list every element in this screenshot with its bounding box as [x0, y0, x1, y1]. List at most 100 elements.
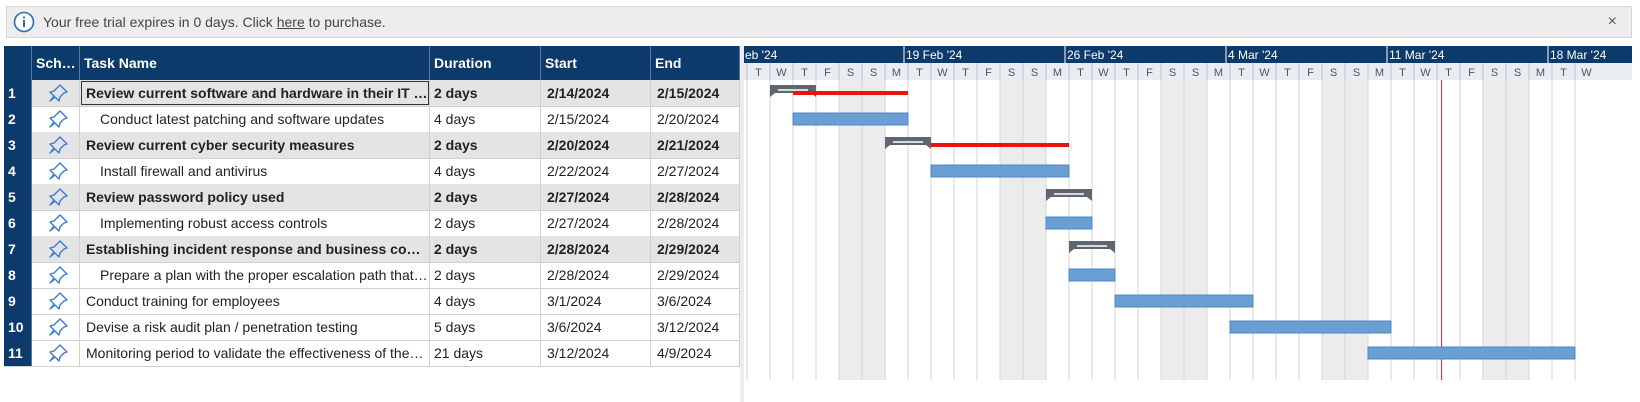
schedule-mode-cell[interactable] [32, 80, 80, 106]
row-number[interactable]: 1 [4, 80, 32, 106]
duration-cell[interactable]: 5 days [430, 314, 541, 340]
row-number[interactable]: 11 [4, 340, 32, 366]
duration-cell[interactable]: 2 days [430, 132, 541, 158]
start-cell[interactable]: 2/22/2024 [541, 158, 651, 184]
schedule-mode-cell[interactable] [32, 184, 80, 210]
end-cell[interactable]: 3/6/2024 [651, 288, 740, 314]
start-cell[interactable]: 2/27/2024 [541, 184, 651, 210]
end-cell[interactable]: 2/21/2024 [651, 132, 740, 158]
start-cell[interactable]: 2/28/2024 [541, 236, 651, 262]
start-cell[interactable]: 2/14/2024 [541, 80, 651, 106]
row-number[interactable]: 6 [4, 210, 32, 236]
task-bar[interactable] [1045, 216, 1093, 230]
schedule-mode-cell[interactable] [32, 158, 80, 184]
end-cell[interactable]: 2/29/2024 [651, 262, 740, 288]
start-cell[interactable]: 2/28/2024 [541, 262, 651, 288]
task-name-cell[interactable]: Review password policy used [80, 184, 430, 210]
start-cell[interactable]: 2/20/2024 [541, 132, 651, 158]
row-number[interactable]: 5 [4, 184, 32, 210]
task-bar[interactable] [792, 112, 909, 126]
end-cell[interactable]: 2/29/2024 [651, 236, 740, 262]
schedule-mode-cell[interactable] [32, 314, 80, 340]
task-name-cell[interactable]: Establishing incident response and busin… [80, 236, 430, 262]
row-number[interactable]: 10 [4, 314, 32, 340]
info-icon [13, 11, 35, 33]
purchase-link[interactable]: here [276, 14, 305, 30]
duration-cell[interactable]: 2 days [430, 80, 541, 106]
table-row[interactable]: 9 Conduct training for employees 4 days 3/1… [4, 288, 740, 315]
schedule-mode-cell[interactable] [32, 132, 80, 158]
table-row[interactable]: 5 Review password policy used 2 days 2/27/2… [4, 184, 740, 211]
task-bar[interactable] [1114, 294, 1254, 308]
col-header-end[interactable]: End [651, 46, 740, 80]
summary-bar[interactable] [885, 137, 931, 149]
task-name-cell[interactable]: Devise a risk audit plan / penetration t… [80, 314, 430, 340]
row-number[interactable]: 8 [4, 262, 32, 288]
schedule-mode-cell[interactable] [32, 106, 80, 132]
table-row[interactable]: 2 Conduct latest patching and software up… [4, 106, 740, 133]
table-row[interactable]: 7 Establishing incident response and busi… [4, 236, 740, 263]
end-cell[interactable]: 4/9/2024 [651, 340, 740, 366]
row-number[interactable]: 7 [4, 236, 32, 262]
end-cell[interactable]: 2/28/2024 [651, 184, 740, 210]
task-name-cell[interactable]: Conduct training for employees [80, 288, 430, 314]
task-name-cell[interactable]: Prepare a plan with the proper escalatio… [80, 262, 430, 288]
end-cell[interactable]: 2/27/2024 [651, 158, 740, 184]
summary-bar[interactable] [1069, 241, 1115, 253]
table-row[interactable]: 11 Monitoring period to validate the effe… [4, 340, 740, 367]
pane-splitter[interactable] [740, 46, 744, 402]
duration-cell[interactable]: 2 days [430, 210, 541, 236]
end-cell[interactable]: 2/28/2024 [651, 210, 740, 236]
duration-cell[interactable]: 2 days [430, 184, 541, 210]
task-name-cell[interactable]: Monitoring period to validate the effect… [80, 340, 430, 366]
row-number[interactable]: 3 [4, 132, 32, 158]
table-row[interactable]: 6 Implementing robust access controls 2 da… [4, 210, 740, 237]
close-icon[interactable]: × [1607, 13, 1617, 30]
schedule-mode-cell[interactable] [32, 340, 80, 366]
end-cell[interactable]: 2/15/2024 [651, 80, 740, 106]
start-cell[interactable]: 2/15/2024 [541, 106, 651, 132]
task-name-cell[interactable]: Review current software and hardware in … [80, 80, 430, 106]
schedule-mode-cell[interactable] [32, 288, 80, 314]
row-number[interactable]: 4 [4, 158, 32, 184]
row-number[interactable]: 2 [4, 106, 32, 132]
day-label: T [1077, 67, 1084, 79]
duration-cell[interactable]: 4 days [430, 106, 541, 132]
task-bar[interactable] [930, 164, 1070, 178]
task-bar[interactable] [1229, 320, 1392, 334]
start-cell[interactable]: 2/27/2024 [541, 210, 651, 236]
day-label: M [1536, 67, 1545, 79]
schedule-mode-cell[interactable] [32, 262, 80, 288]
col-header-duration[interactable]: Duration [430, 46, 541, 80]
table-row[interactable]: 3 Review current cyber security measures 2… [4, 132, 740, 159]
start-cell[interactable]: 3/12/2024 [541, 340, 651, 366]
col-header-start[interactable]: Start [541, 46, 651, 80]
col-header-num[interactable] [4, 46, 32, 80]
duration-cell[interactable]: 2 days [430, 262, 541, 288]
task-bar[interactable] [1367, 346, 1576, 360]
duration-cell[interactable]: 2 days [430, 236, 541, 262]
start-cell[interactable]: 3/6/2024 [541, 314, 651, 340]
task-name-cell[interactable]: Install firewall and antivirus [80, 158, 430, 184]
summary-bar[interactable] [1046, 189, 1092, 201]
start-cell[interactable]: 3/1/2024 [541, 288, 651, 314]
col-header-task-name[interactable]: Task Name [80, 46, 430, 80]
task-name-cell[interactable]: Conduct latest patching and software upd… [80, 106, 430, 132]
end-cell[interactable]: 2/20/2024 [651, 106, 740, 132]
duration-cell[interactable]: 4 days [430, 288, 541, 314]
table-row[interactable]: 4 Install firewall and antivirus 4 days 2/2… [4, 158, 740, 185]
table-row[interactable]: 10 Devise a risk audit plan / penetration… [4, 314, 740, 341]
col-header-schedule[interactable]: Sch… [32, 46, 80, 80]
timescale-top [744, 46, 1632, 63]
duration-cell[interactable]: 21 days [430, 340, 541, 366]
task-bar[interactable] [1068, 268, 1116, 282]
table-row[interactable]: 8 Prepare a plan with the proper escalati… [4, 262, 740, 289]
task-name-cell[interactable]: Review current cyber security measures [80, 132, 430, 158]
row-number[interactable]: 9 [4, 288, 32, 314]
schedule-mode-cell[interactable] [32, 210, 80, 236]
task-name-cell[interactable]: Implementing robust access controls [80, 210, 430, 236]
schedule-mode-cell[interactable] [32, 236, 80, 262]
duration-cell[interactable]: 4 days [430, 158, 541, 184]
end-cell[interactable]: 3/12/2024 [651, 314, 740, 340]
table-row[interactable]: 1 Review current software and hardware in… [4, 80, 740, 107]
